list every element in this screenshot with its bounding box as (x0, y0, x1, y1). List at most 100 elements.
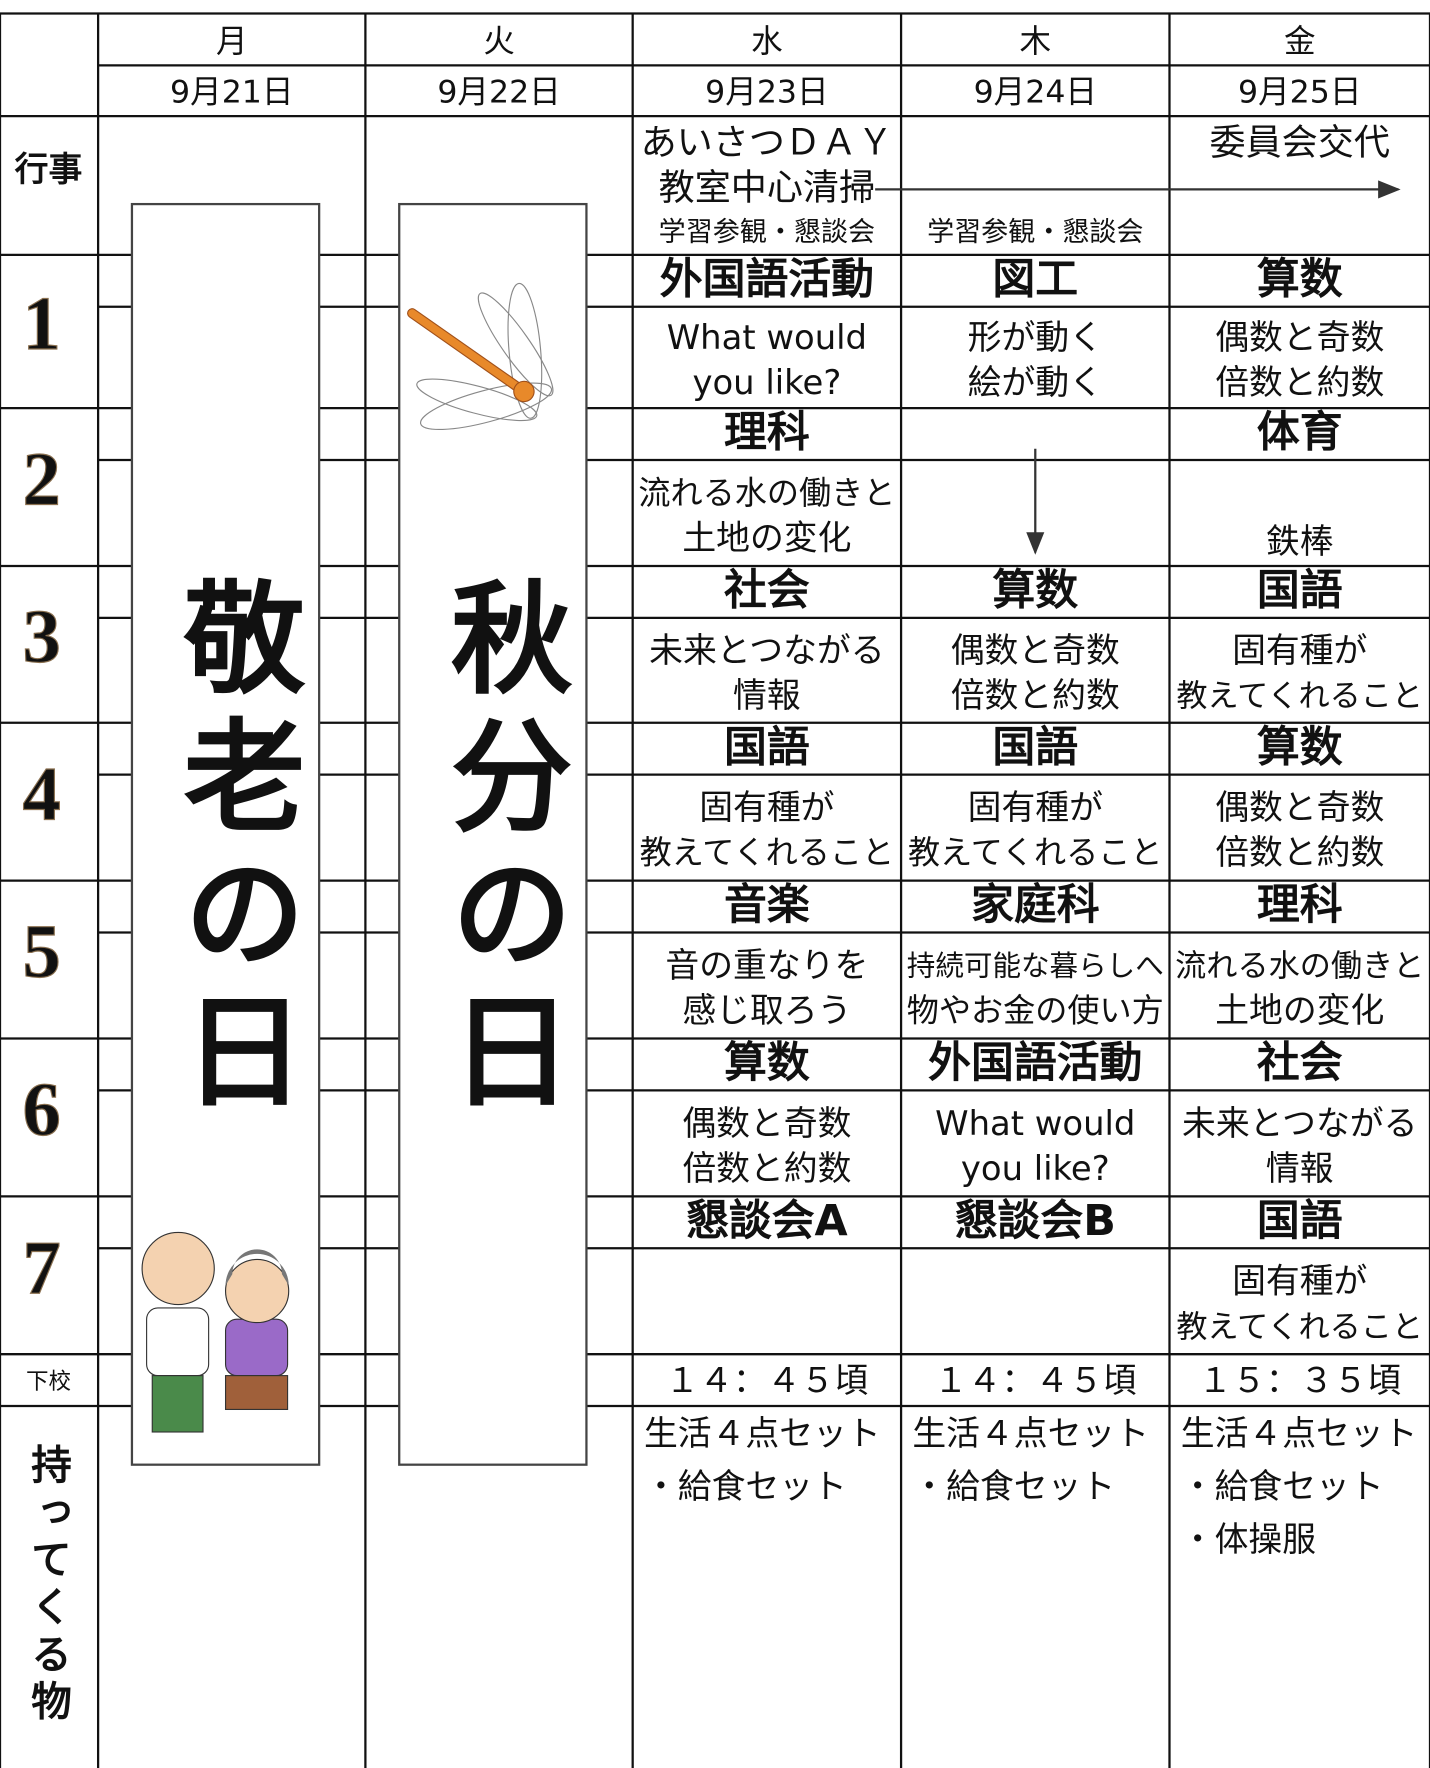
event-text: 学習参観・懇談会 (659, 217, 875, 248)
subject-detail: 固有種が (1232, 631, 1367, 670)
day-name: 木 (1019, 24, 1051, 60)
day-name: 月 (216, 24, 248, 60)
day-date: 9月25日 (1238, 75, 1361, 111)
subject-detail: 流れる水の働きと (638, 474, 895, 512)
subject: 理科 (1257, 880, 1343, 930)
period-number: 4 (23, 751, 61, 836)
period-number: 5 (23, 909, 61, 994)
subject-detail: 偶数と奇数 (1215, 318, 1384, 357)
subject-detail: 固有種が (699, 788, 834, 827)
woman-skirt (224, 1375, 289, 1411)
subject-detail: 持続可能な暮らしへ (907, 948, 1164, 982)
subject-detail: What would (667, 318, 867, 357)
dismissal-time: １４：４５頃 (665, 1361, 868, 1400)
subject: 国語 (992, 722, 1078, 772)
subject-detail: 偶数と奇数 (1215, 788, 1384, 827)
items-label: 持ってくる物 (24, 1443, 72, 1727)
wing (477, 292, 554, 397)
subject: 外国語活動 (660, 254, 874, 304)
subject: 国語 (1257, 566, 1343, 616)
subject-detail: What would (935, 1104, 1135, 1143)
wing (419, 382, 553, 431)
subject-detail: you like? (961, 1149, 1110, 1188)
subject-detail: 鉄棒 (1266, 522, 1334, 561)
subject-detail: 教えてくれること (1176, 678, 1423, 714)
subject-detail: 形が動く (968, 318, 1103, 357)
subject-detail: 偶数と奇数 (682, 1104, 851, 1143)
item: 生活４点セット (1181, 1414, 1418, 1453)
holiday-text: 敬老の日 (163, 575, 306, 1125)
period-number: 6 (23, 1067, 61, 1152)
subject-detail: 感じ取ろう (682, 991, 851, 1030)
subject: 算数 (724, 1038, 810, 1088)
elderly-illustration (141, 1231, 290, 1433)
day-name: 水 (751, 24, 783, 60)
item: 生活４点セット (912, 1414, 1149, 1453)
day-name: 金 (1284, 24, 1316, 60)
event-text: 教室中心清掃 (659, 166, 876, 208)
head (513, 380, 535, 403)
holiday-text: 秋分の日 (431, 575, 573, 1125)
subject: 算数 (992, 566, 1078, 616)
event-text: あいさつＤＡＹ (641, 121, 894, 163)
subject-detail: 固有種が (968, 788, 1103, 827)
dragonfly-illustration (407, 282, 554, 431)
item: ・給食セット (912, 1467, 1115, 1506)
woman-head (224, 1258, 290, 1324)
subject-detail: 絵が動く (968, 363, 1103, 402)
subject-detail: 教えてくれること (1176, 1309, 1423, 1345)
subject-detail: 音の重なりを (665, 946, 868, 985)
day-date: 9月24日 (974, 75, 1097, 111)
subject: 音楽 (724, 880, 810, 930)
subject-detail: 倍数と約数 (682, 1149, 851, 1188)
subject: 国語 (724, 722, 810, 772)
events-label: 行事 (15, 150, 83, 189)
subject: 体育 (1257, 408, 1343, 458)
man-body (146, 1307, 210, 1377)
subject-detail: 物やお金の使い方 (907, 992, 1164, 1030)
day-date: 9月21日 (170, 75, 293, 111)
item: 生活４点セット (644, 1414, 881, 1453)
item: ・体操服 (1181, 1520, 1316, 1559)
item: ・給食セット (644, 1467, 847, 1506)
dismissal-time: １４：４５頃 (934, 1361, 1137, 1400)
subject-detail: you like? (692, 363, 841, 402)
event-text: 学習参観・懇談会 (927, 217, 1143, 248)
subject-detail: 教えてくれること (908, 834, 1162, 872)
subject-detail: 未来とつながる (1182, 1104, 1417, 1143)
subject: 家庭科 (971, 880, 1100, 930)
subject-detail: 偶数と奇数 (951, 631, 1120, 670)
subject-detail: 倍数と約数 (1215, 833, 1384, 872)
subject: 懇談会A (686, 1196, 848, 1246)
period-number: 7 (23, 1225, 61, 1310)
item: ・給食セット (1181, 1467, 1384, 1506)
subject-detail: 情報 (733, 676, 801, 715)
period-number: 1 (23, 281, 61, 366)
subject-detail: 教えてくれること (640, 834, 894, 872)
subject-detail: 倍数と約数 (951, 676, 1120, 715)
dismissal-time: １５：３５頃 (1198, 1361, 1401, 1400)
subject-detail: 情報 (1266, 1149, 1334, 1188)
subject: 懇談会B (955, 1196, 1116, 1246)
subject-detail: 土地の変化 (1215, 991, 1384, 1030)
wing (507, 282, 543, 419)
subject-detail: 固有種が (1232, 1262, 1367, 1301)
event-text: 委員会交代 (1210, 121, 1390, 163)
holiday-banner (398, 202, 588, 1466)
man-head (141, 1231, 215, 1306)
subject: 外国語活動 (928, 1038, 1142, 1088)
day-date: 9月22日 (437, 75, 560, 111)
subject: 理科 (724, 408, 810, 458)
subject-detail: 倍数と約数 (1215, 363, 1384, 402)
subject: 算数 (1257, 254, 1343, 304)
dismissal-label: 下校 (26, 1369, 71, 1395)
subject-detail: 土地の変化 (682, 519, 851, 558)
subject: 図工 (992, 254, 1078, 304)
subject-detail: 流れる水の働きと (1175, 948, 1424, 984)
wing (416, 378, 538, 422)
subject: 算数 (1257, 722, 1343, 772)
woman-body (224, 1318, 289, 1377)
subject: 社会 (724, 566, 810, 616)
period-number: 3 (23, 594, 61, 679)
